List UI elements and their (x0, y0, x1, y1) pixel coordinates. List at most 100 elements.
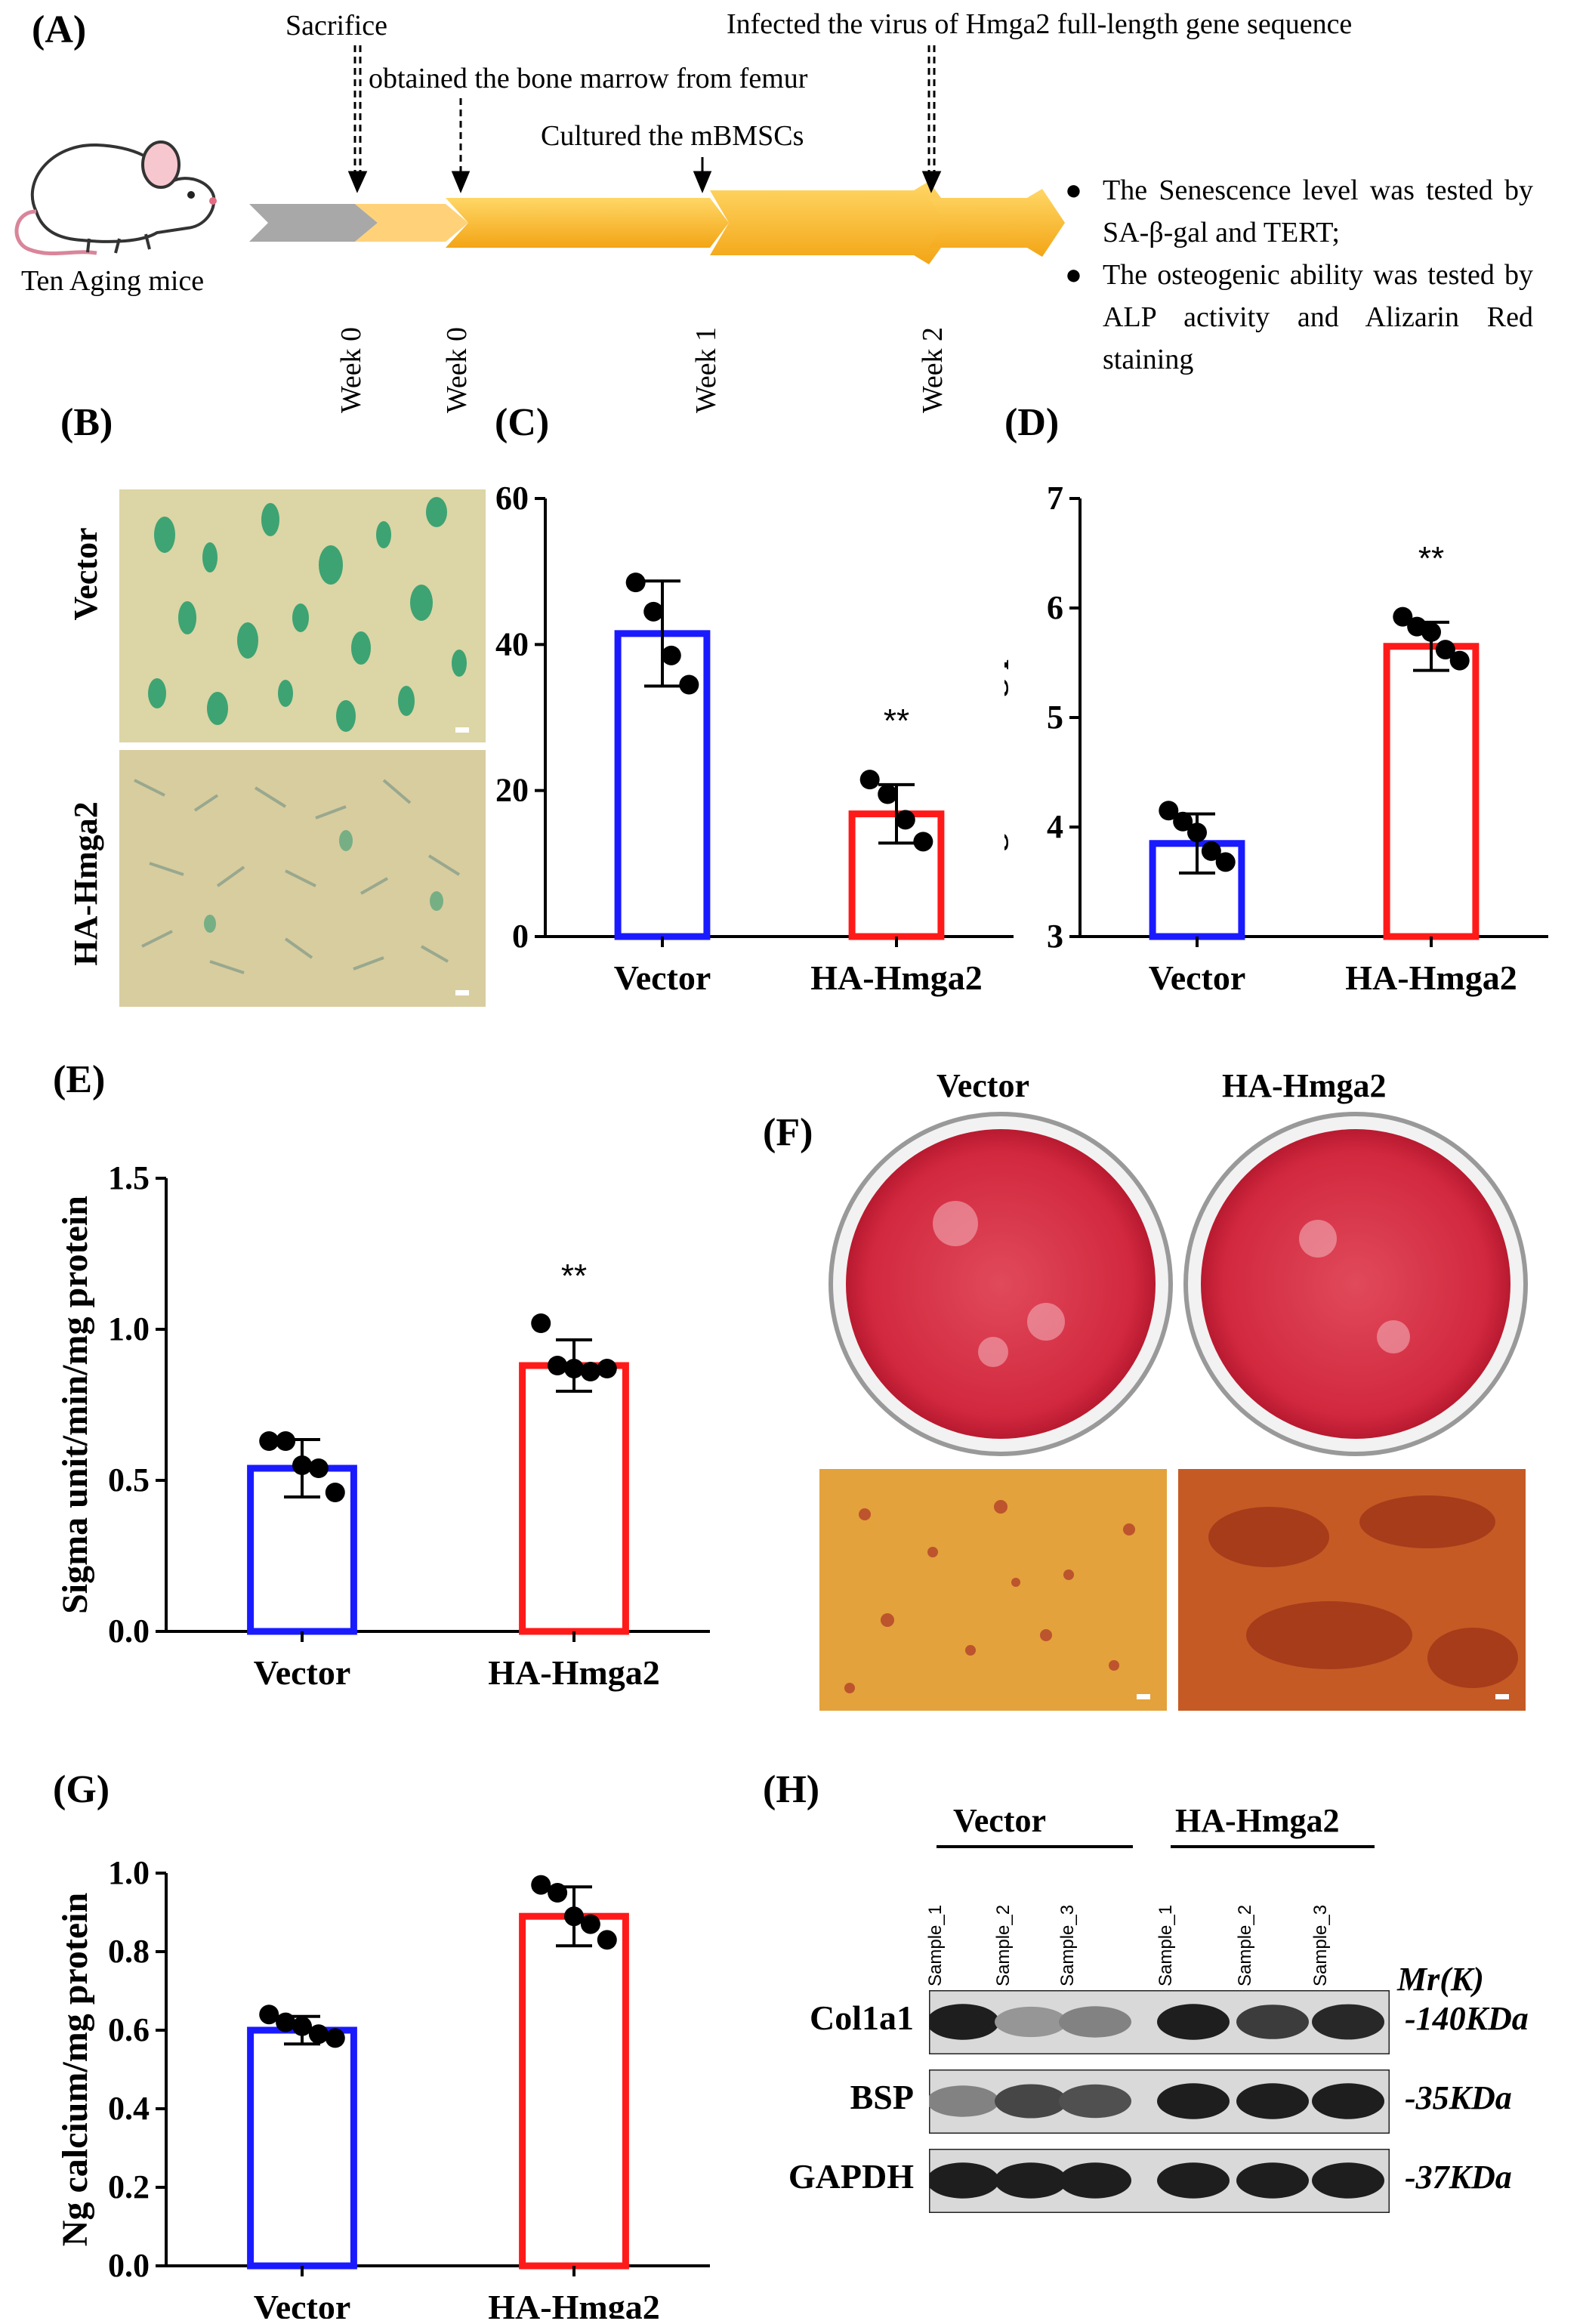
mouse-label: Ten Aging mice (21, 265, 205, 297)
x-tick-label: Vector (1149, 958, 1246, 997)
data-point (895, 810, 915, 830)
x-tick-label: HA-Hmga2 (810, 958, 982, 997)
y-tick-label: 20 (495, 772, 529, 809)
data-point (625, 573, 646, 593)
y-tick-label: 7 (1047, 480, 1063, 517)
significance-marker: ** (561, 1828, 587, 1841)
blot-group-vector: Vector (953, 1802, 1046, 1839)
blot-group-lines (937, 1845, 1375, 1848)
y-axis-title: Ng TERT/ug protein (1004, 557, 1009, 877)
sample-label: Sample_2 (993, 1904, 1014, 1986)
event-culture: Cultured the mBMSCs (541, 120, 804, 152)
mr-label: Mr(K) (1397, 1961, 1484, 1998)
alizarin-plates (829, 1112, 1528, 1456)
data-point (679, 674, 699, 695)
week-label: Week 2 (917, 326, 949, 413)
data-point (276, 1431, 296, 1451)
week-label: Week 0 (441, 326, 473, 413)
sample-label: Sample_3 (1310, 1904, 1331, 1986)
data-point (1421, 622, 1441, 642)
data-point (548, 1356, 568, 1375)
blot-strip (929, 2149, 1390, 2213)
micrograph-hmga2 (119, 750, 486, 1007)
blot-band (1236, 2005, 1309, 2039)
data-point (531, 1875, 551, 1895)
blot-row-label: BSP (850, 2078, 914, 2116)
data-point (531, 1313, 551, 1333)
blot-band (1236, 2083, 1309, 2119)
row-label-hmga2: HA-Hmga2 (67, 801, 104, 966)
blot-band (1236, 2162, 1309, 2199)
significance-marker: ** (1418, 540, 1444, 577)
data-point (292, 1455, 312, 1475)
y-tick-label: 0.2 (108, 2168, 150, 2205)
panel-label-g: (G) (53, 1768, 110, 1811)
data-point (580, 1914, 600, 1934)
data-point (643, 601, 664, 622)
micrograph-alizarin-hmga2 (1178, 1469, 1526, 1711)
data-point (1435, 640, 1455, 660)
data-point (308, 1458, 329, 1478)
y-tick-label: 0.5 (108, 1461, 150, 1498)
x-tick-label: Vector (254, 2288, 351, 2319)
blot-band (995, 2006, 1067, 2038)
blot-band (929, 2085, 999, 2117)
bar-ha-hmga2 (519, 1912, 629, 2270)
panel-label-h: (H) (763, 1768, 820, 1811)
data-point (597, 1359, 617, 1378)
chart-e: 0.0 0.5 1.0 1.5 Sigma unit/min/mg protein Vec… (55, 1159, 710, 1692)
week-label: Week 1 (690, 326, 722, 413)
data-point (292, 2016, 312, 2036)
blot-band (995, 2084, 1067, 2119)
data-point (859, 770, 880, 790)
data-point (1173, 811, 1193, 832)
panel-label-b: (B) (60, 401, 113, 444)
x-tick-label: HA-Hmga2 (488, 2288, 659, 2319)
bar-vector (247, 2026, 357, 2270)
panel-label-a: (A) (32, 8, 87, 51)
blot-band (1059, 2006, 1131, 2038)
data-point (913, 832, 933, 852)
data-point (259, 1431, 279, 1451)
blot-strip (929, 1990, 1390, 2054)
chart-g: 0.0 0.2 0.4 0.6 0.8 1.0 Ng calcium/mg protein V… (55, 1828, 710, 2319)
bar-ha-hmga2 (1383, 643, 1480, 940)
blot-size-label: -35KDa (1405, 2079, 1512, 2116)
chart-d: 3 4 5 6 7 Ng TERT/ug protein Vector HA-Hmga2 ** (1004, 480, 1548, 997)
y-tick-label: 5 (1047, 699, 1063, 736)
event-sacrifice: Sacrifice (285, 10, 388, 42)
micrograph-vector (119, 489, 486, 742)
x-tick-label: Vector (254, 1653, 351, 1692)
y-tick-label: 3 (1047, 918, 1063, 955)
micrograph-alizarin-vector (819, 1469, 1167, 1711)
blot-band (1157, 2004, 1230, 2040)
data-point (325, 1483, 345, 1502)
y-tick-label: 0.4 (108, 2090, 150, 2127)
blot-band (1059, 2084, 1131, 2119)
panel-a: (A) Ten Aging mice Sacrifice obtained th… (0, 0, 1583, 423)
blot-band (1312, 2004, 1384, 2040)
arrow-segment (710, 181, 959, 264)
sample-label: Sample_3 (1057, 1904, 1078, 1986)
event-infection: Infected the virus of Hmga2 full-length … (727, 8, 1353, 40)
data-point (308, 2024, 329, 2045)
blot-band (1157, 2162, 1230, 2199)
y-tick-label: 40 (495, 625, 529, 662)
data-point (661, 645, 681, 665)
data-point (1215, 852, 1236, 872)
blot-band (995, 2162, 1067, 2199)
y-tick-label: 0.8 (108, 1933, 150, 1970)
blot-band (929, 2004, 999, 2040)
panel-label-d: (D) (1004, 401, 1060, 444)
data-point (1449, 650, 1470, 671)
row-label-vector: Vector (67, 527, 104, 621)
y-tick-label: 1.0 (108, 1854, 150, 1891)
event-bone-marrow: obtained the bone marrow from femur (369, 63, 808, 94)
sample-label: Sample_1 (1156, 1904, 1176, 1986)
y-tick-label: 4 (1047, 808, 1063, 845)
y-axis-title: Ng calcium/mg protein (55, 1893, 95, 2246)
event-pointers (347, 45, 942, 193)
y-tick-label: 1.5 (108, 1159, 150, 1196)
data-point (580, 1362, 600, 1381)
